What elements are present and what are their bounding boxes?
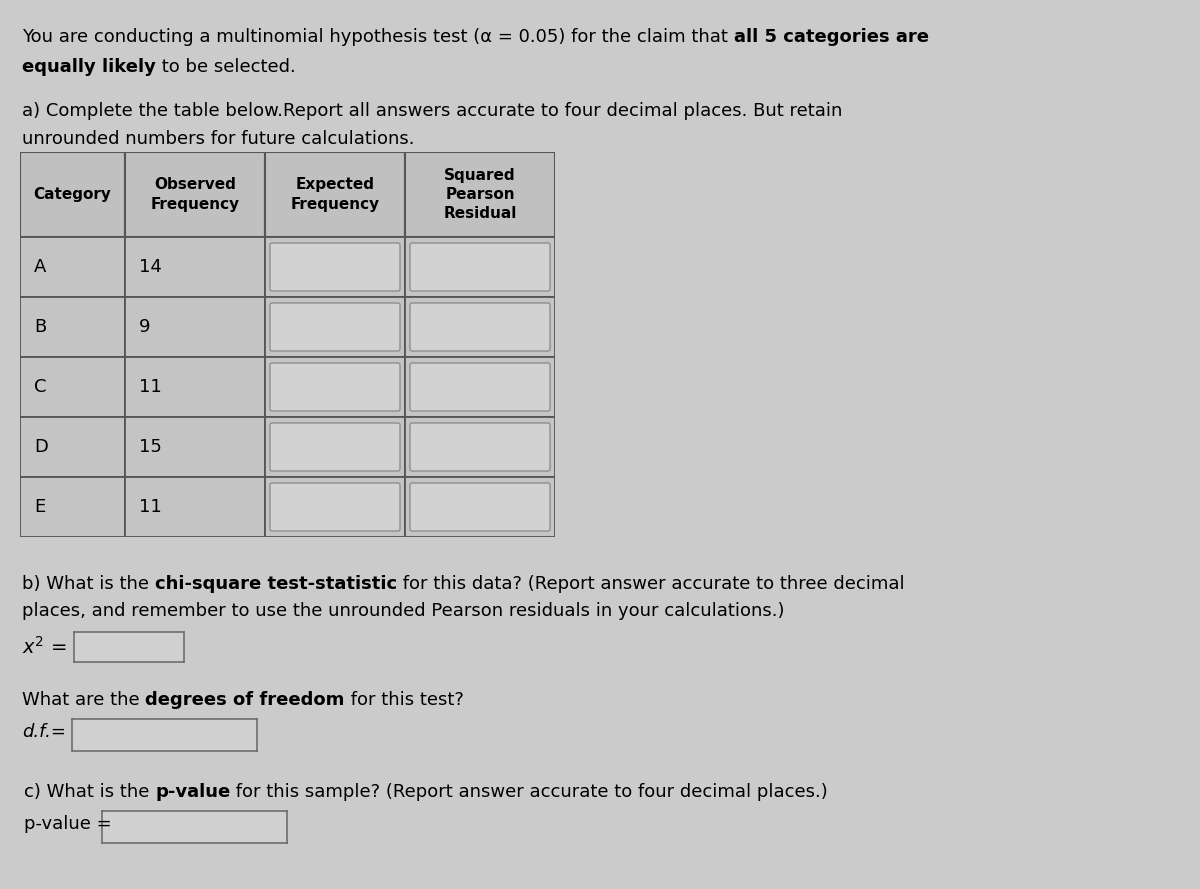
Bar <box>20 357 125 417</box>
Bar <box>406 417 554 477</box>
Bar <box>265 237 406 297</box>
Bar <box>265 357 406 417</box>
Text: equally likely: equally likely <box>22 58 156 76</box>
Text: places, and remember to use the unrounded Pearson residuals in your calculations: places, and remember to use the unrounde… <box>22 602 785 620</box>
FancyBboxPatch shape <box>270 363 400 411</box>
Bar <box>125 417 265 477</box>
Text: D: D <box>34 438 48 456</box>
Bar <box>20 477 125 537</box>
Text: unrounded numbers for future calculations.: unrounded numbers for future calculation… <box>22 130 414 148</box>
Text: c) What is the: c) What is the <box>24 783 155 801</box>
Text: B: B <box>34 318 47 336</box>
FancyBboxPatch shape <box>410 363 550 411</box>
FancyBboxPatch shape <box>410 243 550 291</box>
Text: for this sample? (Report answer accurate to four decimal places.): for this sample? (Report answer accurate… <box>230 783 828 801</box>
Bar <box>20 237 125 297</box>
Bar <box>125 357 265 417</box>
Text: E: E <box>34 498 46 516</box>
Text: to be selected.: to be selected. <box>156 58 295 76</box>
Text: degrees of freedom: degrees of freedom <box>145 691 344 709</box>
FancyBboxPatch shape <box>270 423 400 471</box>
Text: all 5 categories are: all 5 categories are <box>733 28 929 46</box>
FancyBboxPatch shape <box>410 483 550 531</box>
Text: Expected
Frequency: Expected Frequency <box>290 178 379 212</box>
Bar <box>20 297 125 357</box>
Text: $x^2$ =: $x^2$ = <box>22 636 67 658</box>
Text: for this data? (Report answer accurate to three decimal: for this data? (Report answer accurate t… <box>397 575 905 593</box>
FancyBboxPatch shape <box>410 303 550 351</box>
FancyBboxPatch shape <box>270 483 400 531</box>
Bar <box>125 297 265 357</box>
Text: p-value: p-value <box>155 783 230 801</box>
Bar <box>406 237 554 297</box>
Bar <box>406 357 554 417</box>
Bar <box>125 237 265 297</box>
Text: A: A <box>34 258 47 276</box>
Text: d.f.=: d.f.= <box>22 723 66 741</box>
Text: What are the: What are the <box>22 691 145 709</box>
Bar <box>406 477 554 537</box>
Text: p-value =: p-value = <box>24 815 112 833</box>
Text: You are conducting a multinomial hypothesis test (α = 0.05) for the claim that: You are conducting a multinomial hypothe… <box>22 28 733 46</box>
FancyBboxPatch shape <box>410 423 550 471</box>
Bar <box>265 417 406 477</box>
Bar <box>265 297 406 357</box>
Text: 15: 15 <box>139 438 162 456</box>
Bar <box>265 477 406 537</box>
Bar <box>125 477 265 537</box>
Text: Observed
Frequency: Observed Frequency <box>150 178 240 212</box>
Bar <box>406 297 554 357</box>
FancyBboxPatch shape <box>270 243 400 291</box>
Text: 11: 11 <box>139 498 162 516</box>
Text: 14: 14 <box>139 258 162 276</box>
Text: chi-square test-statistic: chi-square test-statistic <box>155 575 397 593</box>
Text: 9: 9 <box>139 318 150 336</box>
Bar <box>125 152 265 237</box>
Text: for this test?: for this test? <box>344 691 463 709</box>
Text: 11: 11 <box>139 378 162 396</box>
Text: a) Complete the table below.Report all answers accurate to four decimal places. : a) Complete the table below.Report all a… <box>22 102 842 120</box>
Bar <box>406 152 554 237</box>
Bar <box>20 417 125 477</box>
FancyBboxPatch shape <box>270 303 400 351</box>
Text: b) What is the: b) What is the <box>22 575 155 593</box>
Text: C: C <box>34 378 47 396</box>
Text: Category: Category <box>34 187 112 202</box>
Bar <box>20 152 125 237</box>
Bar <box>265 152 406 237</box>
Text: Squared
Pearson
Residual: Squared Pearson Residual <box>443 168 517 221</box>
